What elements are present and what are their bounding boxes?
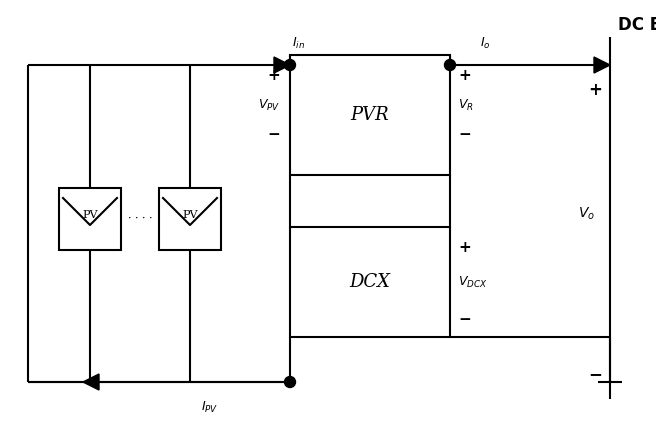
Text: +: + [458, 239, 471, 254]
Polygon shape [274, 57, 290, 73]
Text: $V_o$: $V_o$ [578, 205, 595, 222]
Text: PV: PV [82, 210, 98, 220]
Circle shape [445, 59, 455, 70]
Text: −: − [458, 312, 471, 326]
Text: DCX: DCX [350, 273, 390, 291]
Text: $I_o$: $I_o$ [480, 36, 491, 51]
Text: +: + [458, 67, 471, 83]
Polygon shape [83, 374, 99, 390]
Text: DC Bus: DC Bus [618, 16, 656, 34]
Text: +: + [588, 81, 602, 99]
Bar [159, 188, 221, 250]
Circle shape [285, 59, 295, 70]
Polygon shape [594, 57, 610, 73]
Bar [290, 227, 450, 337]
Text: PV: PV [182, 210, 197, 220]
Circle shape [285, 377, 295, 388]
Text: $I_{PV}$: $I_{PV}$ [201, 400, 218, 415]
Text: · · · ·: · · · · [128, 214, 152, 224]
Text: +: + [267, 67, 280, 83]
Text: $I_{in}$: $I_{in}$ [292, 36, 305, 51]
Text: −: − [458, 128, 471, 142]
Bar [59, 188, 121, 250]
Text: PVR: PVR [351, 106, 389, 124]
Text: −: − [588, 365, 602, 383]
Text: $V_R$: $V_R$ [458, 97, 474, 113]
Text: −: − [267, 128, 280, 142]
Text: $V_{DCX}$: $V_{DCX}$ [458, 274, 487, 290]
Text: $V_{PV}$: $V_{PV}$ [258, 97, 280, 113]
Bar [290, 55, 450, 175]
